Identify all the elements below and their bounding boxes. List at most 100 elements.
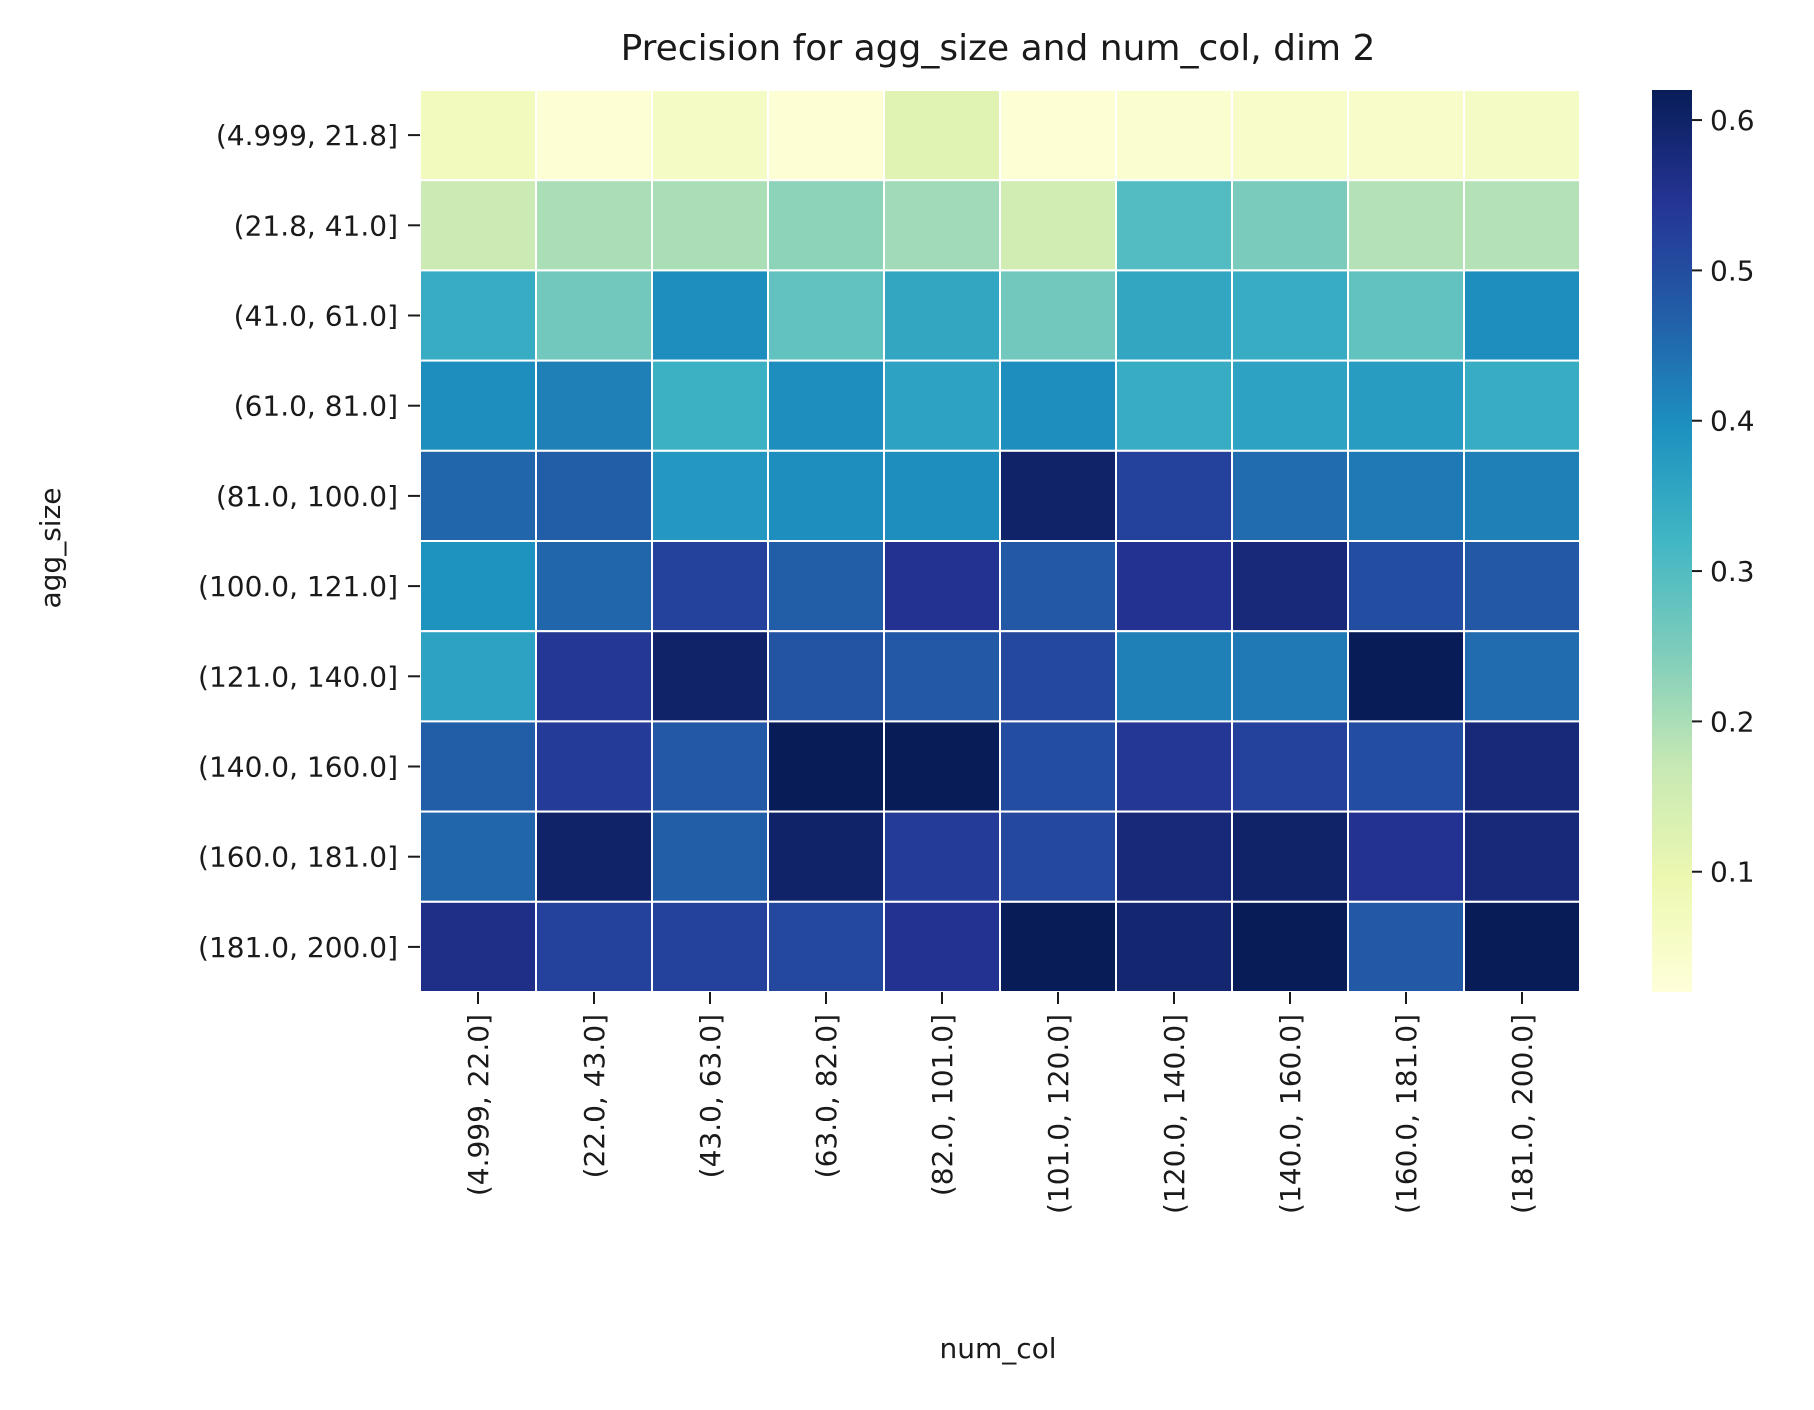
y-axis-ticks: (4.999, 21.8] (21.8, 41.0] (41.0, 61.0] (61…	[198, 119, 420, 964]
chart-title: Precision for agg_size and num_col, dim …	[621, 28, 1376, 69]
heatmap-cell	[651, 630, 769, 723]
heatmap-cell	[883, 359, 1001, 452]
heatmap-cell	[883, 89, 1001, 182]
heatmap-cell	[535, 900, 653, 993]
heatmap-cell	[767, 900, 885, 993]
heatmap-cell	[651, 810, 769, 903]
heatmap-cell	[1463, 449, 1581, 542]
colorbar-tick-label: 0.2	[1710, 705, 1755, 738]
x-axis-ticks: (4.999, 22.0] (22.0, 43.0] (43.0, 63.0] (63…	[462, 992, 1539, 1214]
x-tick-label: (160.0, 181.0]	[1390, 1014, 1423, 1214]
heatmap-cell	[999, 630, 1117, 723]
heatmap-cell	[1347, 359, 1465, 452]
heatmap-cell	[1463, 179, 1581, 272]
x-tick-label: (181.0, 200.0]	[1506, 1014, 1539, 1214]
heatmap-cell	[1115, 359, 1233, 452]
heatmap-cell	[883, 449, 1001, 542]
heatmap-cell	[651, 179, 769, 272]
colorbar-ticks: 0.1 0.2 0.3 0.4 0.5 0.6	[1692, 104, 1755, 889]
heatmap-cell	[1463, 89, 1581, 182]
heatmap-cell	[419, 540, 537, 633]
heatmap-cell	[883, 630, 1001, 723]
heatmap-cell	[1115, 900, 1233, 993]
heatmap-cell	[1347, 900, 1465, 993]
heatmap-cell	[535, 810, 653, 903]
heatmap-cell	[419, 720, 537, 813]
heatmap-cell	[1115, 179, 1233, 272]
heatmap-cell	[1347, 720, 1465, 813]
heatmap-cell	[535, 179, 653, 272]
heatmap-cell	[999, 810, 1117, 903]
x-tick-label: (82.0, 101.0]	[926, 1014, 959, 1196]
x-tick-label: (63.0, 82.0]	[810, 1014, 843, 1178]
heatmap-cell	[767, 269, 885, 362]
heatmap-cell	[767, 810, 885, 903]
y-tick-label: (4.999, 21.8]	[216, 119, 398, 152]
x-axis-label: num_col	[939, 1332, 1056, 1365]
colorbar-tick-label: 0.3	[1710, 555, 1755, 588]
heatmap-cell	[1231, 179, 1349, 272]
heatmap-cell	[1231, 449, 1349, 542]
colorbar-tick-label: 0.5	[1710, 254, 1755, 287]
heatmap-cell	[1347, 449, 1465, 542]
heatmap-cell	[1231, 810, 1349, 903]
heatmap-cell	[999, 269, 1117, 362]
x-tick-label: (140.0, 160.0]	[1274, 1014, 1307, 1214]
y-tick-label: (121.0, 140.0]	[198, 660, 398, 693]
heatmap-cell	[535, 630, 653, 723]
heatmap-cell	[767, 179, 885, 272]
y-tick-label: (21.8, 41.0]	[234, 209, 398, 242]
heatmap-cell	[1347, 630, 1465, 723]
heatmap-cell	[419, 900, 537, 993]
heatmap-cell	[999, 540, 1117, 633]
heatmap-cell	[999, 359, 1117, 452]
heatmap-cell	[1231, 900, 1349, 993]
heatmap-cell	[1463, 720, 1581, 813]
heatmap-cell	[419, 449, 537, 542]
heatmap-cell	[999, 720, 1117, 813]
heatmap-cell	[883, 179, 1001, 272]
heatmap-cell	[1115, 810, 1233, 903]
heatmap-cell	[999, 449, 1117, 542]
y-tick-label: (181.0, 200.0]	[198, 931, 398, 964]
colorbar-tick-label: 0.4	[1710, 405, 1755, 438]
heatmap-cell	[651, 359, 769, 452]
heatmap-cell	[1463, 900, 1581, 993]
heatmap-cell	[999, 900, 1117, 993]
heatmap-cell	[419, 269, 537, 362]
heatmap-cell	[1347, 540, 1465, 633]
heatmap-cell	[1115, 630, 1233, 723]
heatmap-cell	[535, 269, 653, 362]
heatmap-cell	[1347, 179, 1465, 272]
heatmap-cell	[1115, 449, 1233, 542]
heatmap-cell	[767, 720, 885, 813]
heatmap-cell	[651, 269, 769, 362]
heatmap-cell	[1115, 89, 1233, 182]
heatmap-cell	[1231, 89, 1349, 182]
y-tick-label: (41.0, 61.0]	[234, 300, 398, 333]
y-tick-label: (81.0, 100.0]	[216, 480, 398, 513]
heatmap-cell	[651, 89, 769, 182]
colorbar	[1652, 90, 1692, 992]
heatmap-cell	[767, 89, 885, 182]
heatmap-cell	[651, 720, 769, 813]
colorbar-tick-label: 0.1	[1710, 856, 1755, 889]
heatmap-cell	[883, 540, 1001, 633]
y-tick-label: (140.0, 160.0]	[198, 751, 398, 784]
x-tick-label: (43.0, 63.0]	[694, 1014, 727, 1178]
heatmap-cell	[1463, 269, 1581, 362]
heatmap-cell	[535, 540, 653, 633]
heatmap-cell	[651, 900, 769, 993]
heatmap-cell	[767, 540, 885, 633]
heatmap-cell	[651, 540, 769, 633]
heatmap-cell	[1463, 630, 1581, 723]
heatmap-cell	[1115, 269, 1233, 362]
x-tick-label: (22.0, 43.0]	[578, 1014, 611, 1178]
heatmap-cell	[419, 359, 537, 452]
heatmap-cell	[1231, 630, 1349, 723]
heatmap-cell	[883, 269, 1001, 362]
heatmap-cell	[651, 449, 769, 542]
heatmap-cell	[1463, 810, 1581, 903]
heatmap-cell	[535, 720, 653, 813]
heatmap-cell	[883, 810, 1001, 903]
